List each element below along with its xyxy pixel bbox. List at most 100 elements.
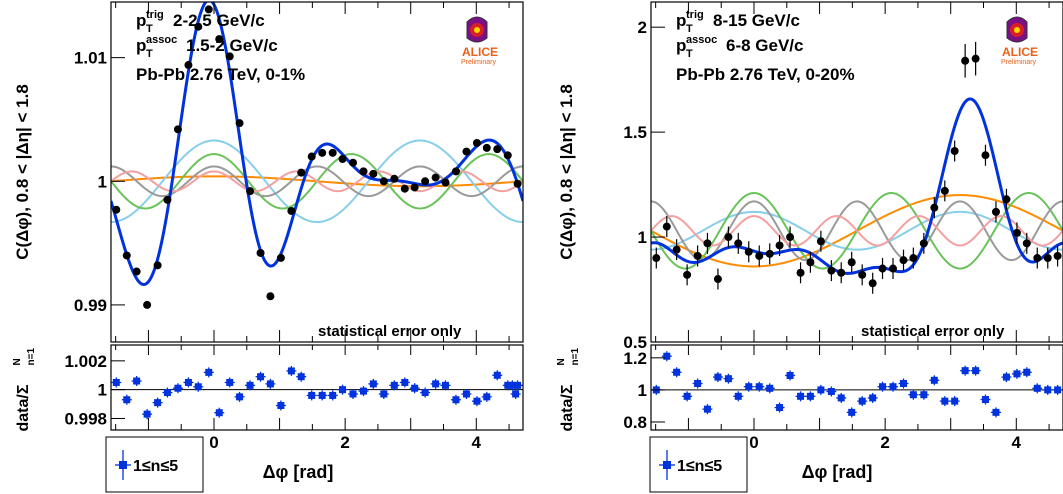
ratio-frame [650, 344, 1063, 431]
info-sub: T [146, 23, 153, 35]
ratio-point [143, 410, 151, 418]
ratio-point [514, 381, 522, 389]
info-p: p [676, 36, 686, 55]
y-axis-label: C(Δφ), 0.8 < |Δη| < 1.8 [13, 84, 32, 260]
harmonic-v2-line [111, 139, 523, 224]
ratio-point [123, 396, 131, 404]
data-point [163, 195, 172, 204]
x-tick-label: 2 [880, 433, 889, 452]
data-points [652, 41, 1062, 294]
data-point [1043, 254, 1052, 263]
ratio-label-sub: n=1 [570, 348, 581, 366]
x-tick-label: 2 [340, 433, 349, 452]
data-point [256, 248, 265, 257]
data-point [775, 241, 784, 250]
ratio-point [226, 378, 234, 386]
ratio-point [848, 408, 856, 416]
legend-marker [663, 461, 671, 469]
data-point [297, 168, 306, 177]
data-point [513, 179, 522, 188]
ratio-y-axis-label: data/Σ N n=1 [12, 348, 37, 432]
data-point [734, 239, 743, 248]
data-point [410, 183, 419, 192]
data-point [204, 5, 213, 14]
data-point [961, 56, 970, 65]
harmonic-curves [651, 97, 1063, 275]
ratio-point [421, 389, 429, 397]
info-sup: assoc [686, 34, 717, 46]
data-point [662, 222, 671, 231]
data-point [899, 256, 908, 265]
y-tick-label: 1.01 [74, 49, 107, 68]
harmonic-v5-line [651, 215, 1063, 247]
ratio-point [817, 386, 825, 394]
data-point [950, 147, 959, 156]
main-frame [650, 1, 1063, 343]
ratio-point [673, 368, 681, 376]
x-axis-label: Δφ [rad] [263, 462, 334, 482]
data-point [889, 264, 898, 273]
ratio-point [473, 397, 481, 405]
info-collision: Pb-Pb 2.76 TeV, 0-1% [136, 65, 305, 84]
data-point [349, 158, 358, 167]
ratio-point [329, 391, 337, 399]
ratio-point [869, 394, 877, 402]
ratio-point [1013, 370, 1021, 378]
logo-center [1014, 27, 1020, 33]
ratio-point [277, 402, 285, 410]
x-tick-label: 0 [209, 433, 218, 452]
data-point [919, 239, 928, 248]
ratio-point [380, 390, 388, 398]
ratio-point [806, 392, 814, 400]
data-point [878, 264, 887, 273]
ratio-point [205, 368, 213, 376]
data-point [868, 279, 877, 288]
ratio-point [266, 380, 274, 388]
harmonic-v4-line [111, 165, 523, 198]
x-tick-label: 0 [749, 433, 758, 452]
data-point [683, 270, 692, 279]
data-point [122, 251, 131, 260]
ratio-point [133, 377, 141, 385]
data-point [215, 35, 224, 44]
ratio-point [349, 390, 357, 398]
info-collision: Pb-Pb 2.76 TeV, 0-20% [676, 65, 855, 84]
y-tick-label: 2 [638, 18, 647, 37]
ratio-panel: 0.8 1 1.2 [623, 344, 1063, 432]
ratio-point [961, 367, 969, 375]
data-point [421, 177, 430, 186]
data-point [786, 233, 795, 242]
data-point [847, 258, 856, 267]
data-point [806, 258, 815, 267]
data-point [194, 22, 203, 31]
data-point [755, 251, 764, 260]
ratio-point [369, 380, 377, 388]
ratio-point [941, 397, 949, 405]
ratio-point [308, 391, 316, 399]
ratio-point [318, 391, 326, 399]
x-axis-label: Δφ [rad] [802, 462, 873, 482]
ratio-point [174, 384, 182, 392]
data-point [472, 138, 481, 147]
data-point [827, 266, 836, 275]
data-point [431, 173, 440, 182]
ratio-point [1044, 386, 1052, 394]
data-point [276, 253, 285, 262]
ratio-point [683, 392, 691, 400]
ratio-y-tick-label: 0.998 [64, 409, 107, 428]
ratio-point [297, 373, 305, 381]
ratio-point [827, 388, 835, 396]
legend: 1≤n≤5 [649, 436, 748, 493]
ratio-point [889, 383, 897, 391]
ratio-point [432, 380, 440, 388]
ratio-label-sub: n=1 [26, 348, 37, 366]
data-point [307, 152, 316, 161]
y-axis-label: C(Δφ), 0.8 < |Δη| < 1.8 [557, 84, 576, 260]
data-point [246, 187, 255, 196]
data-point [796, 268, 805, 277]
data-point [400, 184, 409, 193]
data-point [338, 155, 347, 164]
